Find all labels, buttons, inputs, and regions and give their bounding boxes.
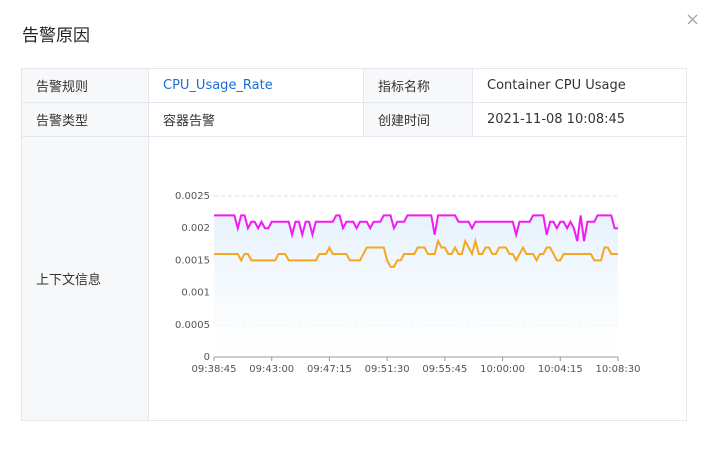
label-cell: 上下文信息 bbox=[21, 136, 149, 421]
label-cell: 告警规则 bbox=[21, 68, 149, 103]
y-tick-label: 0.0025 bbox=[175, 191, 210, 202]
x-tick-label: 09:55:45 bbox=[422, 364, 467, 375]
dialog-title: 告警原因 bbox=[22, 26, 90, 46]
y-tick-label: 0.0005 bbox=[175, 320, 210, 331]
label-cell: 创建时间 bbox=[363, 102, 473, 137]
y-tick-label: 0.0015 bbox=[175, 255, 210, 266]
x-tick-label: 09:43:00 bbox=[249, 364, 294, 375]
label-cell: 告警类型 bbox=[21, 102, 149, 137]
value-cell: CPU_Usage_Rate bbox=[148, 68, 364, 103]
x-tick-label: 10:08:30 bbox=[596, 364, 641, 375]
series-line bbox=[214, 237, 618, 268]
area bbox=[214, 215, 618, 357]
rule-link[interactable]: CPU_Usage_Rate bbox=[163, 78, 273, 93]
close-button[interactable]: × bbox=[685, 9, 701, 30]
value-cell: 容器告警 bbox=[148, 102, 364, 137]
series-line bbox=[214, 214, 618, 242]
value-cell: 2021-11-08 10:08:45 bbox=[472, 102, 687, 137]
x-tick-label: 10:00:00 bbox=[480, 364, 525, 375]
y-tick-label: 0.001 bbox=[181, 288, 210, 299]
y-tick-label: 0 bbox=[204, 352, 210, 363]
x-tick-label: 09:51:30 bbox=[365, 364, 410, 375]
value-cell: Container CPU Usage bbox=[472, 68, 687, 103]
x-tick-label: 09:47:15 bbox=[307, 364, 352, 375]
x-tick-label: 09:38:45 bbox=[192, 364, 237, 375]
x-tick-label: 10:04:15 bbox=[538, 364, 583, 375]
info-table: 告警规则 CPU_Usage_Rate 指标名称 Container CPU U… bbox=[21, 68, 687, 421]
y-tick-label: 0.002 bbox=[181, 223, 210, 234]
label-cell: 指标名称 bbox=[363, 68, 473, 103]
